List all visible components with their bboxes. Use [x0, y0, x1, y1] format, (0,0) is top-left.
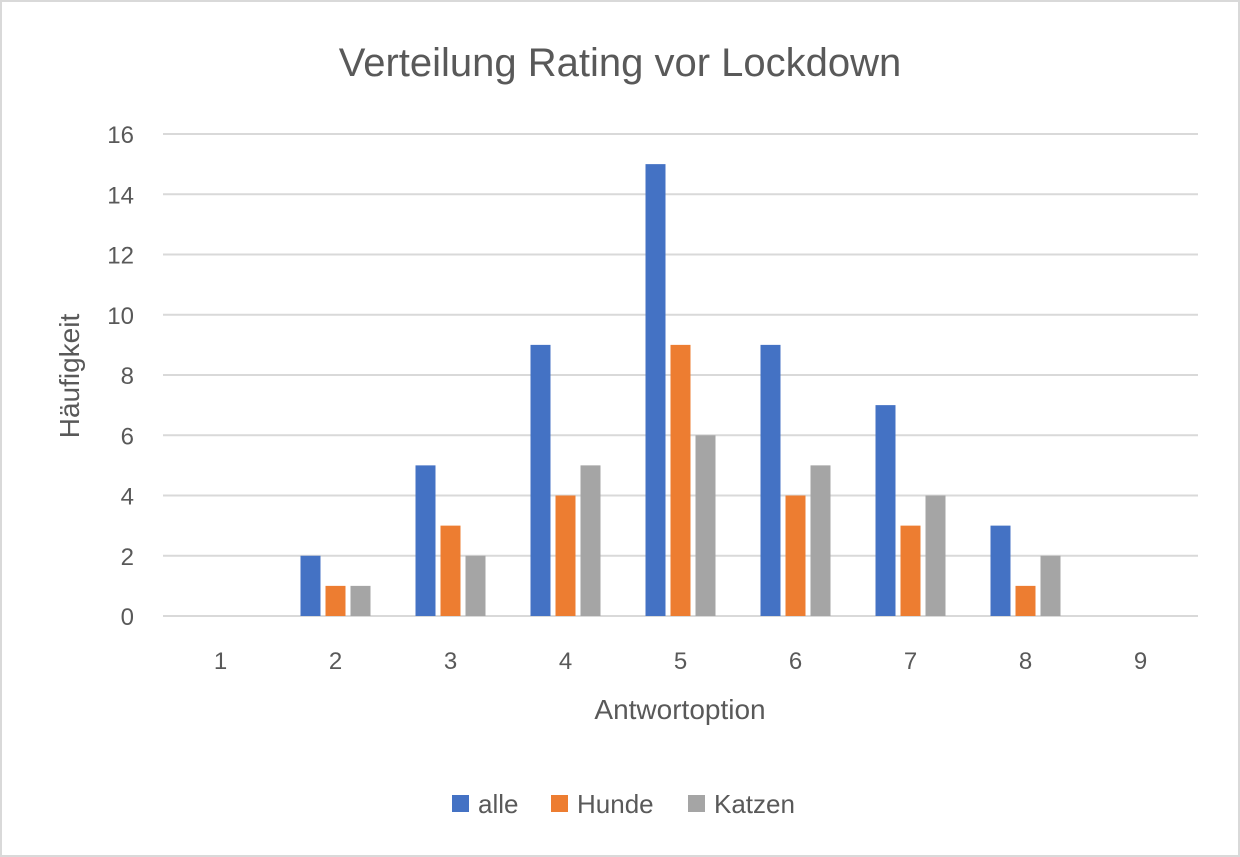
bar-hunde-8 [1015, 585, 1036, 616]
bar-alle-4 [530, 344, 551, 616]
y-tick-label: 2 [121, 544, 134, 571]
x-tick-label: 6 [789, 648, 802, 675]
bar-hunde-3 [440, 525, 461, 616]
bar-hunde-6 [785, 495, 806, 616]
x-tick-label: 4 [559, 648, 572, 675]
legend: alle Hunde Katzen [452, 789, 795, 819]
y-axis-title: Häufigkeit [54, 314, 85, 439]
x-axis-title: Antwortoption [594, 694, 765, 725]
y-axis-ticks: 0 2 4 6 8 10 12 14 16 [107, 122, 134, 631]
legend-label-katzen: Katzen [714, 789, 795, 819]
bar-hunde-4 [555, 495, 576, 616]
bar-hunde-5 [670, 344, 691, 616]
y-tick-label: 8 [121, 363, 134, 390]
bar-alle-2 [300, 555, 321, 616]
bars [300, 164, 1061, 616]
x-tick-label: 2 [329, 648, 342, 675]
y-tick-label: 14 [107, 182, 134, 209]
legend-label-hunde: Hunde [577, 789, 654, 819]
bar-katzen-6 [810, 465, 831, 616]
x-axis-ticks: 1 2 3 4 5 6 7 8 9 [214, 648, 1147, 675]
bar-alle-8 [990, 525, 1011, 616]
bar-katzen-8 [1040, 555, 1061, 616]
legend-swatch-alle [452, 795, 469, 812]
y-tick-label: 4 [121, 484, 134, 511]
legend-label-alle: alle [478, 789, 518, 819]
y-tick-label: 12 [107, 243, 134, 270]
bar-hunde-2 [325, 585, 346, 616]
bar-katzen-7 [925, 495, 946, 616]
y-tick-label: 0 [121, 604, 134, 631]
y-tick-label: 10 [107, 303, 134, 330]
x-tick-label: 3 [444, 648, 457, 675]
bar-alle-7 [875, 405, 896, 616]
chart-title: Verteilung Rating vor Lockdown [339, 41, 902, 85]
bar-alle-3 [415, 465, 436, 616]
x-tick-label: 5 [674, 648, 687, 675]
x-tick-label: 1 [214, 648, 227, 675]
y-tick-label: 16 [107, 122, 134, 149]
bar-katzen-4 [580, 465, 601, 616]
bar-katzen-5 [695, 435, 716, 616]
bar-katzen-2 [350, 585, 371, 616]
legend-swatch-hunde [551, 795, 568, 812]
x-tick-label: 9 [1134, 648, 1147, 675]
x-tick-label: 8 [1019, 648, 1032, 675]
legend-swatch-katzen [688, 795, 705, 812]
bar-alle-6 [760, 344, 781, 616]
x-tick-label: 7 [904, 648, 917, 675]
bar-hunde-7 [900, 525, 921, 616]
bar-alle-5 [645, 164, 666, 616]
bar-katzen-3 [465, 555, 486, 616]
y-tick-label: 6 [121, 423, 134, 450]
